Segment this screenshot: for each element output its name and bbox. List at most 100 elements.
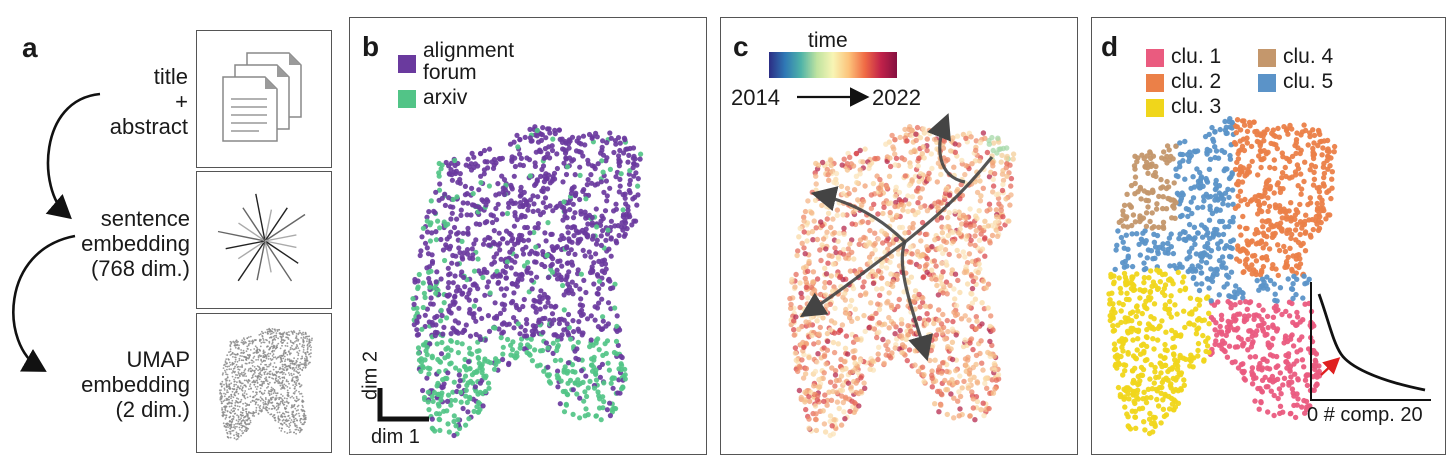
scatter-d	[1106, 116, 1338, 437]
scatter-point	[874, 334, 880, 341]
thumbnail-point	[251, 341, 254, 344]
scatter-point	[851, 187, 858, 193]
scatter-point	[444, 398, 451, 404]
scatter-point	[824, 216, 830, 222]
thumbnail-point	[308, 342, 310, 345]
scatter-point	[518, 155, 524, 161]
thumbnail-point	[271, 341, 274, 344]
scatter-point	[980, 185, 986, 191]
scatter-point	[801, 218, 807, 224]
scatter-point	[622, 372, 628, 378]
scatter-point	[969, 161, 975, 167]
scatter-point	[828, 157, 834, 164]
thumbnail-point	[272, 377, 275, 380]
scatter-point	[832, 320, 838, 326]
scatter-point	[436, 197, 442, 203]
thumbnail-point	[281, 423, 284, 426]
scatter-point	[569, 259, 575, 265]
scatter-point	[458, 389, 464, 395]
scatter-point	[588, 337, 594, 343]
scatter-point	[922, 303, 929, 309]
thumbnail-point	[309, 349, 312, 351]
scatter-point	[894, 212, 900, 219]
scatter-point	[850, 348, 856, 354]
scatter-point	[1230, 201, 1236, 207]
scatter-point	[420, 387, 426, 394]
scatter-point	[984, 208, 990, 214]
thumbnail-point	[294, 428, 297, 431]
thumbnail-point	[237, 420, 240, 423]
thumbnail-point	[257, 358, 259, 361]
scatter-point	[577, 172, 583, 178]
scatter-point	[604, 407, 610, 413]
scatter-point	[617, 327, 623, 333]
thumbnail-point	[293, 415, 295, 417]
thumbnail-point	[239, 366, 241, 368]
scatter-point	[535, 194, 541, 200]
scatter-point	[941, 238, 947, 244]
thumbnail-point	[308, 335, 311, 338]
thumbnail-point	[261, 398, 264, 401]
scatter-point	[1124, 191, 1130, 197]
scatter-point	[973, 227, 979, 234]
scatter-point	[901, 156, 908, 163]
scatter-point	[833, 377, 840, 384]
thumbnail-point	[291, 415, 294, 418]
thumbnail-point	[290, 380, 293, 382]
thumbnail-point	[241, 430, 243, 432]
scatter-point	[564, 321, 570, 327]
thumbnail-point	[262, 402, 265, 404]
scatter-point	[973, 361, 979, 368]
scatter-point	[456, 245, 462, 251]
thumbnail-point	[295, 384, 298, 387]
scatter-point	[614, 240, 620, 246]
scatter-point	[952, 208, 958, 215]
thumbnail-point	[275, 357, 278, 360]
scatter-point	[617, 147, 623, 154]
scatter-point	[886, 325, 892, 331]
scatter-point	[582, 389, 588, 395]
scatter-point	[493, 205, 499, 212]
scatter-point	[428, 295, 434, 301]
scatter-point	[429, 425, 435, 431]
thumbnail-point	[295, 366, 297, 369]
thumbnail-point	[229, 350, 232, 353]
scatter-point	[803, 365, 810, 372]
scatter-point	[452, 397, 458, 403]
scatter-point	[475, 354, 481, 361]
scatter-point	[888, 271, 894, 277]
thumbnail-point	[230, 368, 232, 370]
scatter-point	[1151, 224, 1157, 230]
scatter-point	[463, 162, 469, 168]
scatter-point	[1297, 150, 1303, 157]
scatter-point	[844, 212, 850, 218]
scatter-point	[946, 224, 952, 230]
scatter-point	[932, 401, 938, 407]
scatter-point	[924, 311, 930, 317]
thumbnail-point	[246, 404, 249, 406]
vector-line	[264, 213, 306, 242]
scatter-point	[439, 339, 445, 346]
scatter-point	[955, 277, 961, 284]
thumbnail-point	[233, 412, 236, 415]
scatter-point	[915, 200, 921, 206]
scatter-point	[608, 306, 614, 312]
scatter-point	[433, 279, 439, 285]
colorbar-end-label: 2022	[872, 85, 921, 110]
thumbnail-point	[289, 364, 291, 367]
scatter-point	[542, 195, 549, 201]
scatter-point	[893, 236, 899, 243]
scatter-point	[912, 173, 919, 180]
thumbnail-point	[306, 356, 308, 359]
thumbnail-point	[306, 338, 309, 340]
scatter-point	[972, 296, 979, 302]
thumbnail-point	[230, 424, 233, 427]
scatter-point	[562, 364, 568, 370]
thumbnail-point	[249, 401, 252, 403]
thumbnail-point	[230, 405, 233, 407]
scatter-point	[501, 320, 507, 326]
thumbnail-point	[228, 351, 230, 354]
label-line: forum	[423, 61, 477, 84]
scatter-point	[579, 368, 585, 374]
thumbnail-point	[304, 416, 307, 419]
